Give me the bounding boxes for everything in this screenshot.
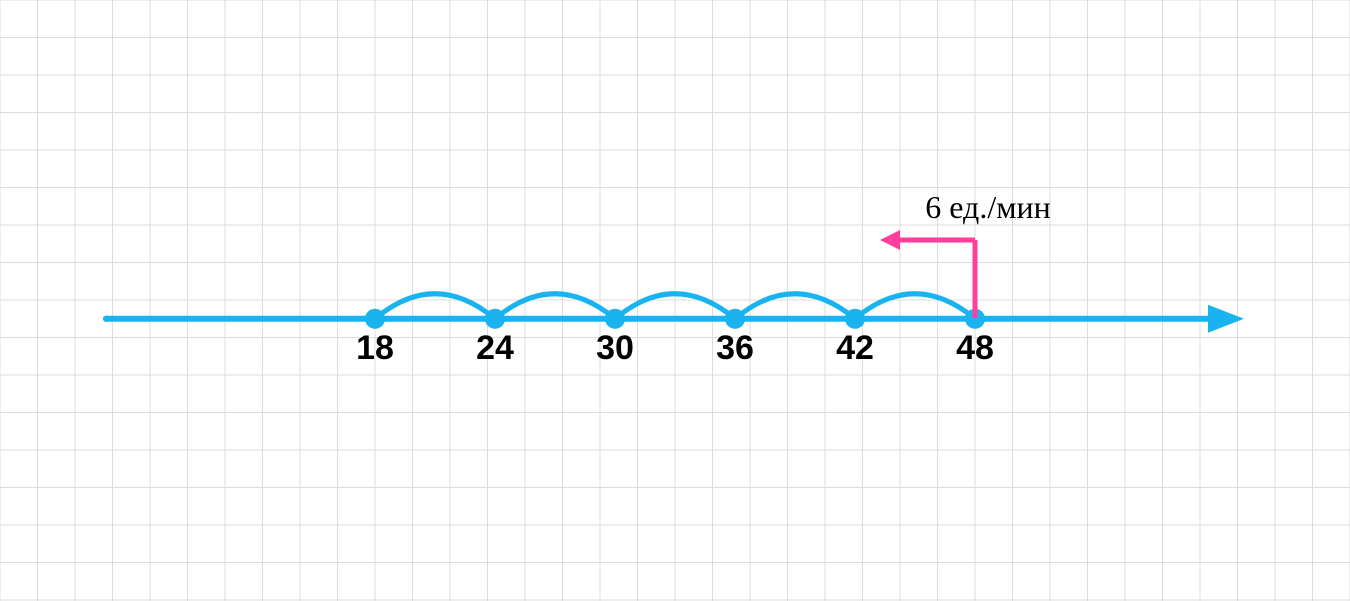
- rate-label: 6 ед./мин: [925, 189, 1050, 225]
- point-marker: [485, 309, 505, 329]
- point-label: 36: [716, 329, 754, 367]
- point-label: 42: [836, 329, 874, 367]
- point-label: 30: [596, 329, 634, 367]
- point-label: 48: [956, 329, 994, 367]
- point-label: 18: [356, 329, 394, 367]
- point-marker: [725, 309, 745, 329]
- number-line-diagram: 18 24 30 36 42 48 6 ед./мин: [0, 0, 1350, 601]
- point-marker: [605, 309, 625, 329]
- axis-start-cap: [103, 316, 109, 322]
- point-label: 24: [476, 329, 514, 367]
- point-marker: [845, 309, 865, 329]
- point-marker: [365, 309, 385, 329]
